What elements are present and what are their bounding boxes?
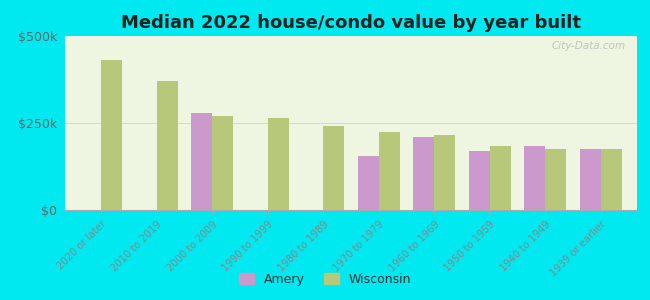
Bar: [469, 151, 490, 210]
Bar: [268, 118, 289, 210]
Bar: [101, 60, 122, 210]
Bar: [525, 146, 545, 210]
Bar: [490, 146, 511, 210]
Bar: [323, 127, 345, 210]
Bar: [545, 149, 566, 210]
Bar: [434, 135, 456, 210]
Bar: [601, 149, 622, 210]
Title: Median 2022 house/condo value by year built: Median 2022 house/condo value by year bu…: [121, 14, 581, 32]
Bar: [191, 112, 212, 210]
Bar: [212, 116, 233, 210]
Text: City-Data.com: City-Data.com: [551, 41, 625, 51]
Legend: Amery, Wisconsin: Amery, Wisconsin: [234, 268, 416, 291]
Bar: [358, 156, 379, 210]
Bar: [580, 149, 601, 210]
Bar: [157, 81, 177, 210]
Bar: [379, 132, 400, 210]
Bar: [413, 137, 434, 210]
